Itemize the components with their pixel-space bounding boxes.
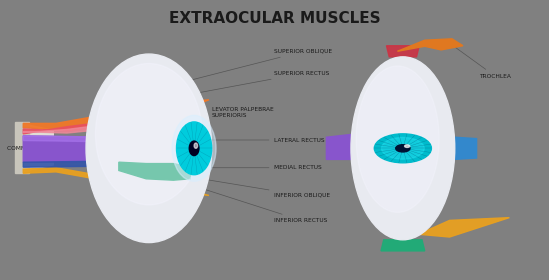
Ellipse shape xyxy=(382,137,424,159)
Ellipse shape xyxy=(86,54,212,242)
Text: LEVATOR PALPEBRAE
SUPERIORIS: LEVATOR PALPEBRAE SUPERIORIS xyxy=(146,107,273,118)
Polygon shape xyxy=(23,168,209,195)
Polygon shape xyxy=(23,108,193,134)
Polygon shape xyxy=(455,137,477,159)
Polygon shape xyxy=(397,39,463,51)
Ellipse shape xyxy=(194,143,198,148)
Polygon shape xyxy=(418,218,509,237)
Ellipse shape xyxy=(374,134,432,163)
Polygon shape xyxy=(327,134,351,159)
Text: SUPERIOR RECTUS: SUPERIOR RECTUS xyxy=(171,71,330,98)
Polygon shape xyxy=(386,46,419,57)
Text: INFERIOR OBLIQUE: INFERIOR OBLIQUE xyxy=(179,175,330,198)
Polygon shape xyxy=(23,113,187,133)
Polygon shape xyxy=(381,240,425,251)
Polygon shape xyxy=(23,100,209,130)
Polygon shape xyxy=(23,136,209,143)
Ellipse shape xyxy=(396,145,410,152)
Ellipse shape xyxy=(405,145,410,148)
Polygon shape xyxy=(15,122,29,173)
Ellipse shape xyxy=(351,57,455,240)
Text: MEDIAL RECTUS: MEDIAL RECTUS xyxy=(209,165,322,170)
Text: TROCHLEA: TROCHLEA xyxy=(451,45,511,79)
Polygon shape xyxy=(23,160,209,167)
Text: COMMON TENDINOUS RING: COMMON TENDINOUS RING xyxy=(7,146,89,151)
Ellipse shape xyxy=(96,64,202,205)
Ellipse shape xyxy=(189,141,199,156)
Ellipse shape xyxy=(356,66,439,212)
Text: LATERAL RECTUS: LATERAL RECTUS xyxy=(209,137,325,143)
Ellipse shape xyxy=(172,115,216,181)
Polygon shape xyxy=(119,162,193,180)
Polygon shape xyxy=(20,123,53,172)
Ellipse shape xyxy=(177,122,212,175)
Polygon shape xyxy=(23,136,209,162)
Text: SUPERIOR OBLIQUE: SUPERIOR OBLIQUE xyxy=(171,49,333,85)
Text: EXTRAOCULAR MUSCLES: EXTRAOCULAR MUSCLES xyxy=(169,11,380,26)
Text: INFERIOR RECTUS: INFERIOR RECTUS xyxy=(179,181,328,223)
